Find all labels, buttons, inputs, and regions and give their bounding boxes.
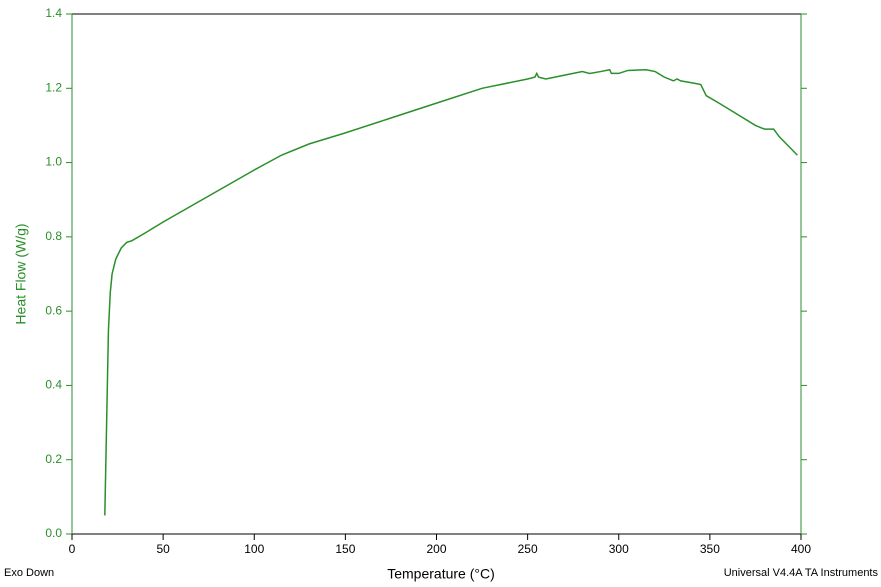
annotation: Exo Down <box>4 567 54 579</box>
x-tick-label: 0 <box>69 542 76 556</box>
x-tick-label: 150 <box>335 542 355 556</box>
y-tick-label: 1.4 <box>45 6 62 20</box>
x-tick-label: 50 <box>156 542 170 556</box>
y-tick-label: 1.0 <box>45 155 62 169</box>
data-line <box>104 68 798 516</box>
x-tick-label: 300 <box>609 542 629 556</box>
annotation: Universal V4.4A TA Instruments <box>724 567 879 579</box>
x-tick-label: 250 <box>518 542 538 556</box>
y-tick-label: 1.2 <box>45 80 62 94</box>
x-tick-label: 400 <box>791 542 811 556</box>
x-axis-label: Temperature (°C) <box>387 566 495 582</box>
y-tick-label: 0.0 <box>45 526 62 540</box>
y-axis-label: Heat Flow (W/g) <box>13 223 29 324</box>
y-tick-label: 0.6 <box>45 303 62 317</box>
x-tick-label: 100 <box>244 542 264 556</box>
x-tick-label: 200 <box>426 542 446 556</box>
y-tick-label: 0.4 <box>45 378 62 392</box>
y-tick-label: 0.2 <box>45 452 62 466</box>
y-tick-label: 0.8 <box>45 229 62 243</box>
x-tick-label: 350 <box>700 542 720 556</box>
